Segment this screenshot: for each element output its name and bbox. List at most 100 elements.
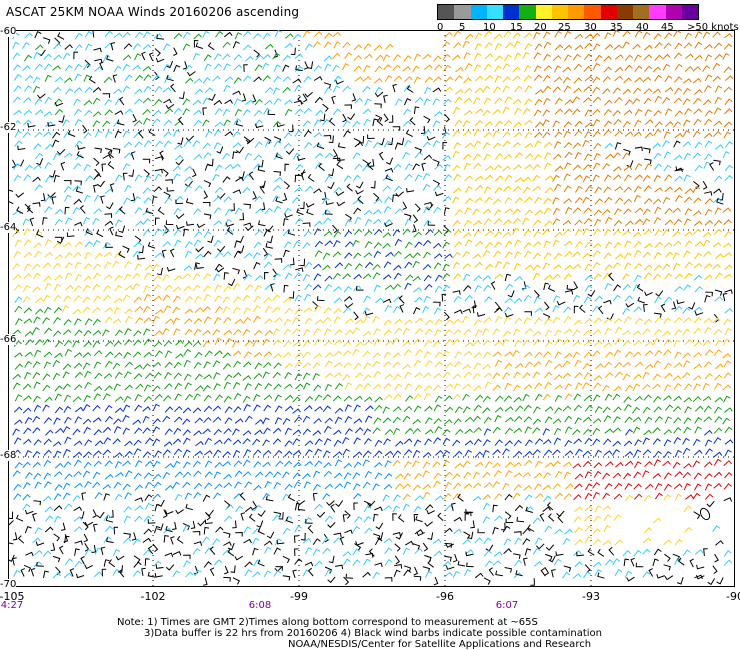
wind-barb — [15, 317, 23, 326]
wind-barb — [433, 384, 442, 392]
wind-barb — [152, 74, 161, 81]
wind-barb — [644, 416, 653, 424]
wind-barb — [632, 416, 642, 423]
wind-barb — [13, 163, 21, 170]
wind-barb — [503, 120, 513, 127]
wind-barb — [522, 107, 531, 115]
wind-barb — [492, 462, 501, 469]
wind-barb — [278, 512, 284, 520]
wind-barb — [243, 203, 252, 209]
wind-barb — [505, 518, 514, 524]
wind-barb — [154, 503, 161, 512]
wind-barb — [422, 183, 431, 191]
wind-barb — [182, 481, 191, 489]
wind-barb — [523, 74, 532, 82]
wind-barb — [713, 471, 723, 478]
wind-barb — [583, 217, 592, 225]
wind-barb — [504, 362, 513, 370]
wind-barb — [336, 161, 344, 170]
wind-barb — [194, 351, 203, 359]
wind-barb — [262, 53, 271, 60]
wind-barb — [324, 483, 334, 490]
wind-barb — [414, 146, 422, 154]
wind-barb — [484, 482, 493, 488]
wind-barb — [712, 31, 721, 38]
wind-barb — [295, 383, 304, 390]
wind-barb — [442, 263, 450, 271]
wind-barb — [284, 272, 293, 280]
wind-barb — [653, 395, 662, 403]
wind-barb — [16, 159, 25, 167]
wind-barb — [192, 52, 201, 61]
wind-barb — [604, 482, 613, 490]
wind-barb — [655, 290, 664, 297]
wind-barb — [14, 130, 22, 138]
wind-barb — [512, 384, 521, 392]
wind-barb — [353, 461, 362, 469]
wind-barb — [434, 191, 444, 197]
wind-barb — [161, 249, 167, 258]
wind-barb — [289, 291, 295, 299]
wind-barb — [482, 275, 492, 281]
wind-barb — [637, 296, 645, 304]
wind-barb — [543, 141, 553, 148]
wind-barb — [643, 527, 653, 534]
wind-barb — [583, 428, 592, 435]
wind-barb — [163, 305, 172, 313]
wind-barb — [333, 41, 341, 49]
wind-barb — [333, 350, 342, 357]
wind-barb — [222, 251, 232, 258]
wind-barb — [576, 551, 584, 557]
wind-barb — [452, 553, 458, 563]
wind-barb — [534, 460, 543, 468]
wind-barb — [223, 531, 231, 538]
wind-barb — [142, 31, 151, 38]
wind-barb — [342, 120, 351, 128]
wind-barb — [424, 429, 434, 435]
wind-barb — [504, 174, 513, 182]
wind-barb — [44, 162, 52, 169]
wind-barb — [192, 140, 201, 147]
wind-barb — [223, 473, 232, 480]
wind-barb — [373, 417, 382, 424]
wind-barb — [714, 396, 724, 403]
wind-barb — [43, 63, 52, 71]
wind-barb — [403, 461, 412, 468]
wind-barb — [294, 558, 303, 565]
wind-barb — [364, 98, 372, 106]
wind-barb — [84, 109, 93, 117]
wind-barb — [712, 62, 721, 70]
wind-barb — [174, 393, 182, 401]
wind-barb — [608, 272, 614, 281]
wind-barb — [53, 306, 63, 314]
wind-barb — [253, 295, 262, 303]
wind-barb — [203, 250, 212, 258]
wind-barb — [522, 51, 530, 60]
wind-barb — [184, 393, 193, 401]
wind-barb — [392, 427, 401, 436]
wind-barb — [683, 42, 693, 49]
wind-barb — [574, 63, 583, 71]
wind-barb — [245, 137, 255, 144]
contour-loop — [699, 507, 711, 521]
wind-barb — [356, 286, 364, 291]
wind-barb — [414, 317, 424, 324]
wind-barb — [399, 304, 404, 313]
wind-barb — [427, 532, 434, 540]
wind-barb — [583, 372, 592, 380]
wind-barb — [713, 451, 723, 458]
wind-barb — [664, 416, 672, 424]
wind-barb — [104, 213, 113, 218]
wind-barb — [274, 417, 282, 425]
wind-barb — [723, 483, 732, 490]
wind-barb — [233, 296, 242, 304]
latitude-label: -60 — [0, 26, 17, 37]
wind-barb — [23, 228, 31, 236]
wind-barb — [53, 417, 61, 425]
wind-barb — [222, 296, 231, 304]
wind-barb — [402, 493, 411, 501]
wind-barb — [74, 44, 83, 51]
wind-barb — [544, 371, 553, 379]
wind-barb — [614, 326, 623, 334]
wind-barb — [62, 426, 71, 434]
